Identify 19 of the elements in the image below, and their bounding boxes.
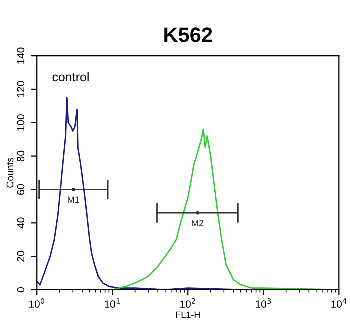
x-tick-label: 10$^{3}$ [256, 298, 272, 308]
y-tick-label: 100 [17, 114, 25, 131]
series-label: M1 [68, 196, 80, 203]
series-label: M2 [192, 220, 204, 226]
x-tick-label: 10$^{0}$ [30, 298, 45, 308]
x-tick-label: 10$^{1}$ [105, 298, 120, 308]
chart-title: K562 [164, 28, 212, 42]
annotation: control [52, 72, 89, 82]
y-tick-label: 120 [17, 81, 25, 98]
x-axis-title: FL1-H [176, 312, 200, 318]
x-tick-label: 10$^{2}$ [180, 298, 196, 308]
y-tick-label: 40 [17, 218, 25, 229]
x-tick-label: 10$^{4}$ [332, 298, 347, 308]
y-axis-title: Counts [6, 158, 14, 188]
y-tick-label: 60 [17, 184, 25, 195]
y-tick-label: 20 [17, 251, 25, 262]
y-tick-label: 0 [17, 287, 25, 292]
y-tick-label: 140 [17, 48, 25, 64]
y-tick-label: 80 [17, 150, 25, 162]
